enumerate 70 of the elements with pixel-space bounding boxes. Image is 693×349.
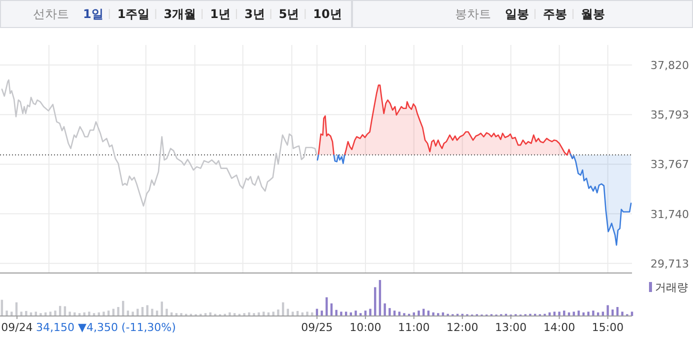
line-series xyxy=(1,79,318,207)
y-tick-label: 31,740 xyxy=(650,208,689,221)
bar xyxy=(340,312,342,316)
x-tick-label: 15:00 xyxy=(592,321,624,334)
x-tick-label: 11:00 xyxy=(398,321,430,334)
bar xyxy=(20,312,22,316)
bar xyxy=(102,312,105,316)
bar xyxy=(83,312,86,316)
text: 34,150 ▼4,350 (-11,30%) xyxy=(36,321,176,334)
bar xyxy=(374,287,376,316)
bar xyxy=(403,313,406,316)
text: 5년 xyxy=(278,7,300,21)
bar xyxy=(558,312,560,316)
text: 1주일 xyxy=(117,7,150,21)
bar xyxy=(180,313,182,316)
y-tick-label: 33,767 xyxy=(650,158,689,172)
bar xyxy=(592,310,594,316)
bar xyxy=(262,312,265,316)
bar xyxy=(166,308,168,316)
bar xyxy=(277,310,280,316)
bar xyxy=(369,308,372,316)
bar xyxy=(432,312,434,316)
y-tick-label: 29,713 xyxy=(650,257,689,270)
bar xyxy=(88,312,90,316)
y-tick-label: 35,793 xyxy=(650,108,689,122)
text: 주봉 xyxy=(543,7,567,21)
bar xyxy=(151,308,154,316)
bar xyxy=(146,305,148,316)
legend-label: 거래량 xyxy=(655,281,688,294)
bar xyxy=(378,280,382,316)
bar xyxy=(621,312,624,316)
bar xyxy=(243,313,246,316)
bar xyxy=(320,310,323,316)
bar xyxy=(384,303,386,316)
text: 선차트 xyxy=(33,7,69,21)
x-tick-label: 12:00 xyxy=(446,321,478,334)
x-tick-label: 10:00 xyxy=(350,321,382,334)
text: 1일 xyxy=(83,7,104,21)
bar xyxy=(306,312,308,316)
text: 3년 xyxy=(244,7,265,21)
bar xyxy=(40,313,42,316)
bar xyxy=(132,312,134,316)
bar xyxy=(572,312,575,316)
text: 봉차트 xyxy=(455,7,491,21)
bar xyxy=(272,312,274,316)
text: 10년 xyxy=(313,7,342,21)
bar xyxy=(54,310,56,316)
bar xyxy=(354,310,357,316)
x-tick-label: 09/24 xyxy=(1,321,33,334)
bar xyxy=(418,310,420,316)
bar xyxy=(388,308,391,316)
bar xyxy=(326,297,328,316)
x-tick-label: 09/25 xyxy=(301,321,333,334)
bar xyxy=(6,310,8,316)
bar xyxy=(117,307,120,316)
y-tick-label: 37,820 xyxy=(650,59,689,72)
bar xyxy=(292,312,294,316)
bar xyxy=(258,312,260,316)
text: 월봉 xyxy=(581,7,605,21)
text: 3개월 xyxy=(164,7,196,21)
x-tick-label: 14:00 xyxy=(543,321,576,334)
bar xyxy=(209,312,212,316)
bar xyxy=(606,305,609,316)
bar xyxy=(25,310,28,316)
bar xyxy=(228,312,231,316)
text: 일봉 xyxy=(505,7,529,21)
x-tick-label: 13:00 xyxy=(494,321,527,334)
bar xyxy=(578,310,580,316)
bar xyxy=(68,312,71,316)
text: 1년 xyxy=(210,7,230,21)
